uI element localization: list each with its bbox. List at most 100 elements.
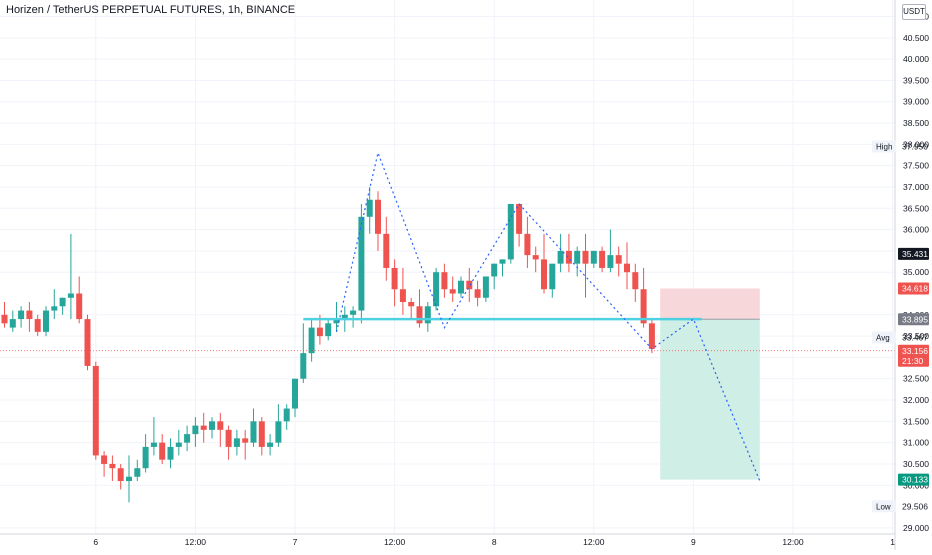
y-tick-label: 31.500 (903, 416, 929, 426)
candle-up (209, 421, 215, 430)
candle-down (1, 314, 8, 324)
candle-up (126, 476, 132, 481)
candle-down (84, 319, 91, 366)
candle-down (383, 233, 390, 268)
candle-down (76, 293, 83, 320)
y-tick-label: 32.500 (903, 374, 929, 384)
candle-up (482, 276, 489, 298)
candle-down (200, 425, 207, 430)
price-label: 34.618 (902, 283, 928, 293)
price-label: 37.950 (902, 141, 928, 151)
price-label-bg (898, 313, 929, 326)
candle-up (9, 319, 16, 328)
candle-up (424, 306, 431, 324)
candle-up (142, 446, 149, 469)
candle-up (433, 272, 440, 307)
candle-down (541, 259, 547, 290)
price-label: 33.895 (902, 314, 928, 324)
candle-up (59, 297, 66, 307)
y-tick-label: 31.000 (903, 438, 929, 448)
price-caption: Low (876, 502, 891, 511)
candle-down (648, 323, 655, 349)
candle-up (300, 353, 307, 379)
y-tick-label: 36.000 (903, 225, 929, 235)
y-tick-label: 39.500 (903, 75, 929, 85)
price-label: 29.506 (902, 501, 928, 511)
candle-up (18, 310, 25, 320)
candle-up (574, 250, 581, 264)
candle-up (192, 425, 199, 435)
price-caption-bg (872, 500, 896, 513)
price-caption: Avg (876, 334, 890, 343)
candle-up (292, 378, 298, 409)
candle-up (275, 421, 282, 443)
candle-up (491, 263, 498, 277)
candle-up (308, 327, 315, 354)
candle-up (134, 468, 141, 477)
candle-down (316, 327, 323, 337)
candle-down (565, 250, 572, 264)
candle-down (242, 438, 249, 443)
x-tick-label: 12:00 (384, 537, 406, 547)
x-tick-label: 7 (293, 537, 298, 547)
candle-up (557, 250, 564, 264)
y-tick-label: 29.000 (903, 523, 929, 533)
candle-down (375, 199, 381, 234)
candle-up (358, 216, 365, 311)
x-tick-label: 12:00 (782, 537, 804, 547)
price-label: 33.467 (902, 333, 928, 343)
stop-loss-zone (660, 288, 760, 320)
candle-up (267, 442, 274, 447)
candle-up (167, 446, 174, 460)
candle-down (408, 302, 415, 307)
candle-down (449, 289, 456, 294)
candle-up (250, 421, 257, 443)
x-tick-label: 12:00 (185, 537, 207, 547)
candle-down (516, 204, 523, 234)
candle-down (217, 421, 224, 430)
currency-badge[interactable]: USDT (902, 4, 926, 20)
candle-up (325, 323, 332, 337)
x-tick-label: 12:00 (583, 537, 605, 547)
candle-down (624, 263, 630, 273)
candle-down (399, 289, 406, 303)
candle-up (507, 204, 514, 260)
candle-up (233, 438, 240, 447)
candle-up (607, 255, 614, 268)
price-label-bg (898, 344, 929, 367)
candle-down (101, 455, 108, 464)
y-tick-label: 38.500 (903, 118, 929, 128)
x-tick-label: 8 (492, 537, 497, 547)
candle-up (341, 314, 348, 320)
x-tick-label: 9 (691, 537, 696, 547)
price-label: 30.133 (902, 475, 928, 485)
candle-down (599, 250, 606, 268)
price-label: 33.156 (902, 346, 928, 356)
candle-up (43, 310, 49, 332)
y-tick-label: 40.000 (903, 54, 929, 64)
y-tick-label: 36.500 (903, 203, 929, 213)
chart-title: Horizen / TetherUS PERPETUAL FUTURES, 1h… (6, 4, 296, 16)
candle-down (117, 468, 124, 481)
candle-up (51, 306, 58, 311)
y-tick-label: 38.000 (903, 139, 929, 149)
price-caption-bg (872, 140, 896, 153)
candle-down (258, 421, 265, 447)
candle-up (283, 408, 290, 422)
candle-down (391, 267, 398, 290)
candle-down (92, 365, 99, 456)
candle-down (225, 429, 232, 447)
candle-up (350, 310, 357, 315)
y-tick-label: 35.000 (903, 267, 929, 277)
candle-down (441, 272, 448, 290)
candle-down (532, 255, 539, 260)
candle-up (499, 259, 506, 264)
candle-down (159, 442, 166, 460)
price-label-countdown: 21:30 (902, 356, 924, 366)
candle-down (466, 280, 473, 290)
candle-down (524, 233, 531, 256)
candle-down (34, 319, 41, 332)
candle-up (458, 280, 464, 294)
